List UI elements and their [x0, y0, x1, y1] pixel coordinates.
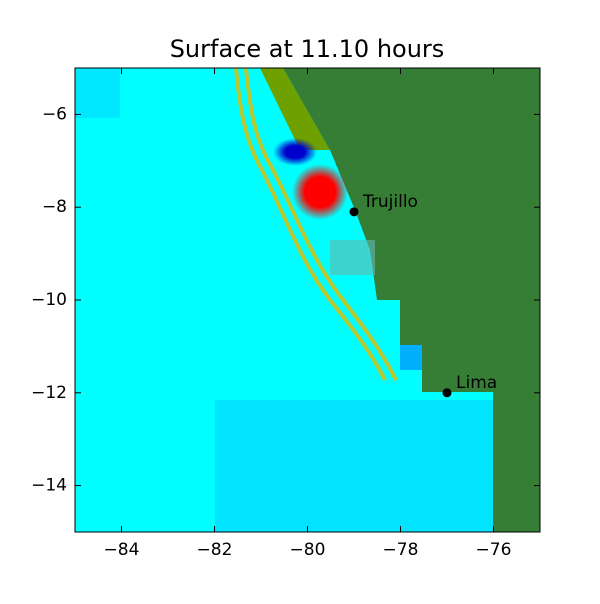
y-tick-label: −14	[31, 476, 67, 496]
x-tick-label: −78	[383, 540, 419, 560]
y-tick-label: −8	[42, 197, 67, 217]
place-label: Lima	[456, 373, 497, 393]
place-marker	[442, 388, 452, 398]
place-marker	[349, 207, 359, 217]
y-tick-label: −10	[31, 290, 67, 310]
y-tick-label: −6	[42, 104, 67, 124]
x-tick-label: −84	[104, 540, 140, 560]
map-background	[75, 68, 540, 532]
y-tick-label: −12	[31, 383, 67, 403]
plot-layer: −84 −82 −80 −78 −76 −14 −12 −10 −8 −6 Trujillo Lima	[31, 68, 540, 560]
chart-title: Surface at 11.10 hours	[170, 35, 445, 63]
place-label: Trujillo	[362, 192, 418, 212]
x-tick-label: −80	[290, 540, 326, 560]
x-tick-label: −82	[197, 540, 233, 560]
x-tick-label: −76	[476, 540, 512, 560]
